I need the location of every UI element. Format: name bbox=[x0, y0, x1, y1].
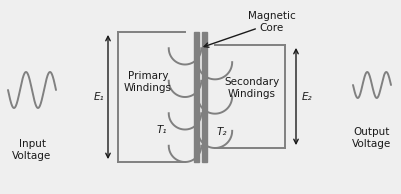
Text: Secondary
Windings: Secondary Windings bbox=[225, 77, 279, 99]
Bar bbox=[194, 32, 198, 162]
Text: Magnetic
Core: Magnetic Core bbox=[248, 11, 296, 33]
Text: T₁: T₁ bbox=[157, 125, 167, 135]
Text: Input
Voltage: Input Voltage bbox=[12, 139, 52, 161]
Bar bbox=[201, 32, 207, 162]
Text: T₂: T₂ bbox=[217, 127, 227, 137]
Text: Output
Voltage: Output Voltage bbox=[352, 127, 392, 149]
Text: Primary
Windings: Primary Windings bbox=[124, 71, 172, 93]
Text: E₁: E₁ bbox=[94, 92, 104, 102]
Text: E₂: E₂ bbox=[302, 92, 312, 101]
